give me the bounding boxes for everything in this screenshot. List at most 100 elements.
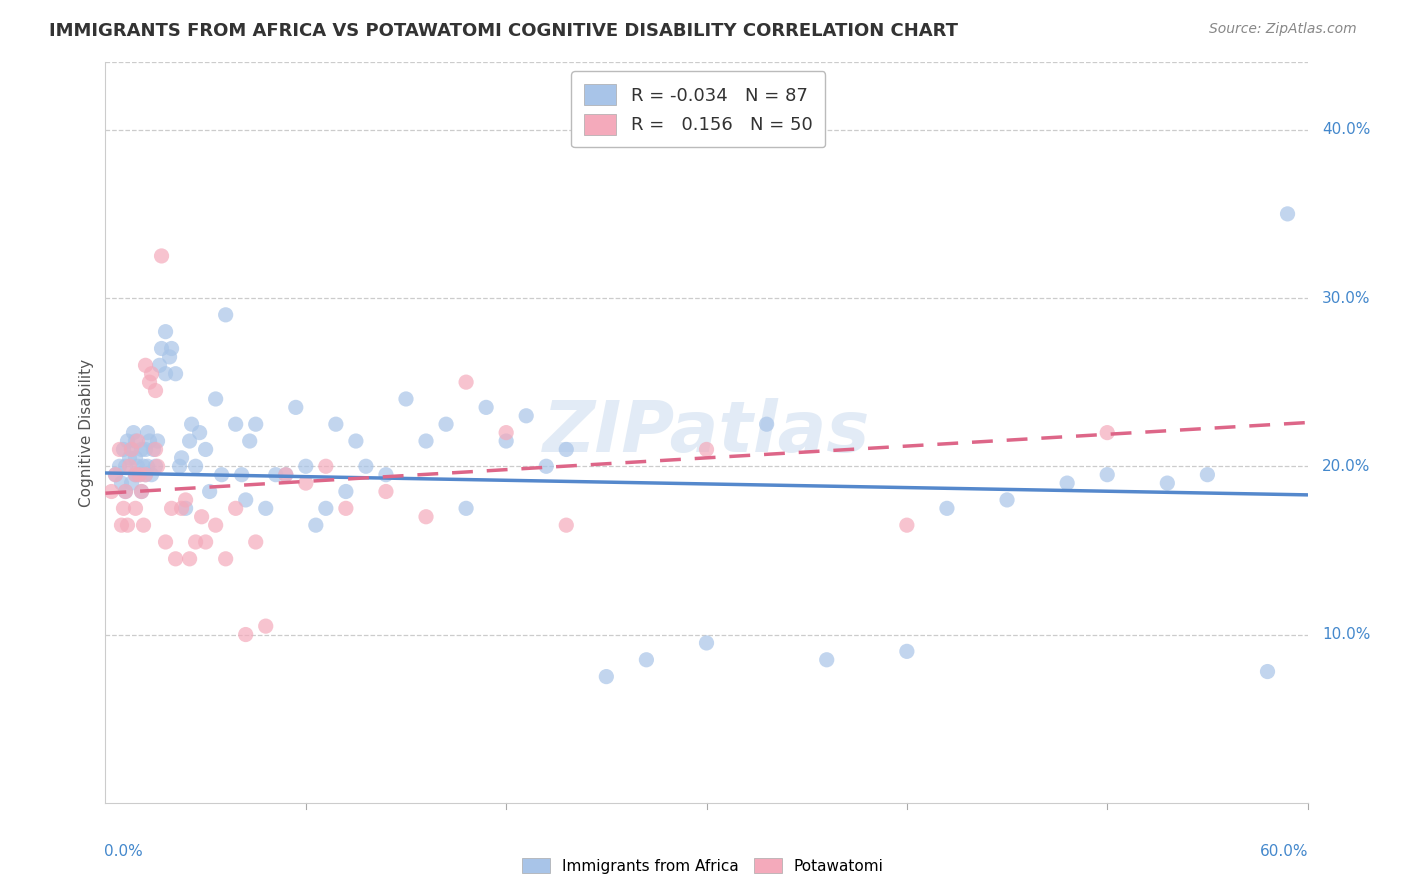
Point (315, 501, 337, 516)
Point (127, 459, 149, 474)
Text: 40.0%: 40.0% (1322, 122, 1371, 137)
Point (112, 501, 135, 516)
Point (190, 509, 212, 524)
Text: Source: ZipAtlas.com: Source: ZipAtlas.com (1209, 22, 1357, 37)
Point (696, 442, 718, 457)
Point (155, 535, 177, 549)
Text: 20.0%: 20.0% (1322, 458, 1371, 474)
Point (148, 359, 170, 373)
Point (254, 501, 277, 516)
Text: 0.0%: 0.0% (104, 844, 143, 858)
Point (284, 401, 307, 415)
Point (335, 501, 357, 516)
Point (128, 467, 150, 482)
Point (131, 484, 153, 499)
Y-axis label: Cognitive Disability: Cognitive Disability (79, 359, 94, 507)
Point (936, 501, 959, 516)
Point (170, 450, 193, 465)
Point (374, 467, 398, 482)
Point (214, 551, 236, 566)
Point (214, 308, 236, 322)
Point (155, 367, 177, 381)
Point (128, 467, 150, 482)
Point (515, 409, 537, 423)
Point (354, 459, 377, 474)
Point (132, 518, 155, 533)
Point (995, 492, 1018, 507)
Text: 10.0%: 10.0% (1322, 627, 1371, 642)
Point (118, 459, 141, 474)
Point (112, 442, 135, 457)
Point (254, 619, 277, 633)
Legend: R = -0.034   N = 87, R =   0.156   N = 50: R = -0.034 N = 87, R = 0.156 N = 50 (571, 71, 825, 147)
Point (117, 518, 139, 533)
Point (121, 476, 143, 491)
Point (104, 467, 127, 482)
Point (146, 434, 169, 448)
Point (1097, 425, 1119, 440)
Point (179, 551, 201, 566)
Point (305, 518, 328, 533)
Point (344, 434, 367, 448)
Point (150, 342, 173, 356)
Point (150, 249, 173, 263)
Point (325, 417, 347, 432)
Point (136, 425, 159, 440)
Point (194, 535, 217, 549)
Point (374, 484, 398, 499)
Point (415, 434, 437, 448)
Point (135, 359, 157, 373)
Point (170, 501, 193, 516)
Point (454, 375, 477, 389)
Point (131, 442, 153, 457)
Point (145, 442, 167, 457)
Point (495, 434, 517, 448)
Point (335, 484, 357, 499)
Point (160, 501, 183, 516)
Point (179, 434, 201, 448)
Point (124, 467, 146, 482)
Point (1277, 207, 1299, 221)
Point (245, 535, 267, 549)
Point (188, 425, 211, 440)
Point (141, 467, 163, 482)
Point (121, 442, 143, 457)
Point (121, 442, 143, 457)
Point (184, 535, 207, 549)
Point (132, 459, 155, 474)
Point (1097, 467, 1119, 482)
Point (180, 417, 202, 432)
Point (636, 653, 658, 667)
Point (100, 484, 122, 499)
Point (127, 434, 149, 448)
Point (146, 459, 169, 474)
Point (141, 367, 163, 381)
Point (755, 417, 778, 432)
Point (555, 518, 578, 533)
Point (145, 384, 167, 398)
Point (169, 459, 191, 474)
Point (815, 653, 838, 667)
Point (114, 484, 136, 499)
Point (108, 459, 131, 474)
Point (1257, 665, 1279, 679)
Point (225, 501, 247, 516)
Point (454, 501, 477, 516)
Point (239, 434, 262, 448)
Point (118, 450, 141, 465)
Point (1056, 476, 1078, 491)
Point (165, 367, 187, 381)
Point (495, 425, 517, 440)
Legend: Immigrants from Africa, Potawatomi: Immigrants from Africa, Potawatomi (516, 852, 890, 880)
Point (124, 450, 146, 465)
Point (174, 492, 197, 507)
Point (211, 467, 233, 482)
Point (295, 459, 318, 474)
Point (135, 467, 157, 482)
Point (231, 467, 253, 482)
Point (475, 401, 498, 415)
Point (274, 467, 297, 482)
Point (204, 518, 226, 533)
Point (194, 442, 217, 457)
Point (108, 442, 131, 457)
